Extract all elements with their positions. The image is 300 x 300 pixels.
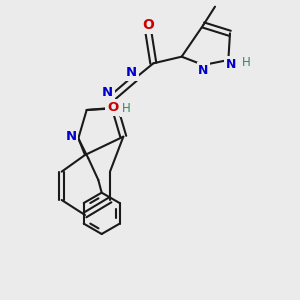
Text: N: N <box>65 130 76 143</box>
Text: N: N <box>226 58 236 70</box>
Text: H: H <box>122 103 130 116</box>
Text: O: O <box>142 18 154 32</box>
Text: O: O <box>107 101 118 114</box>
Text: H: H <box>242 56 251 69</box>
Text: N: N <box>126 66 137 79</box>
Text: N: N <box>198 64 208 76</box>
Text: N: N <box>102 86 113 99</box>
